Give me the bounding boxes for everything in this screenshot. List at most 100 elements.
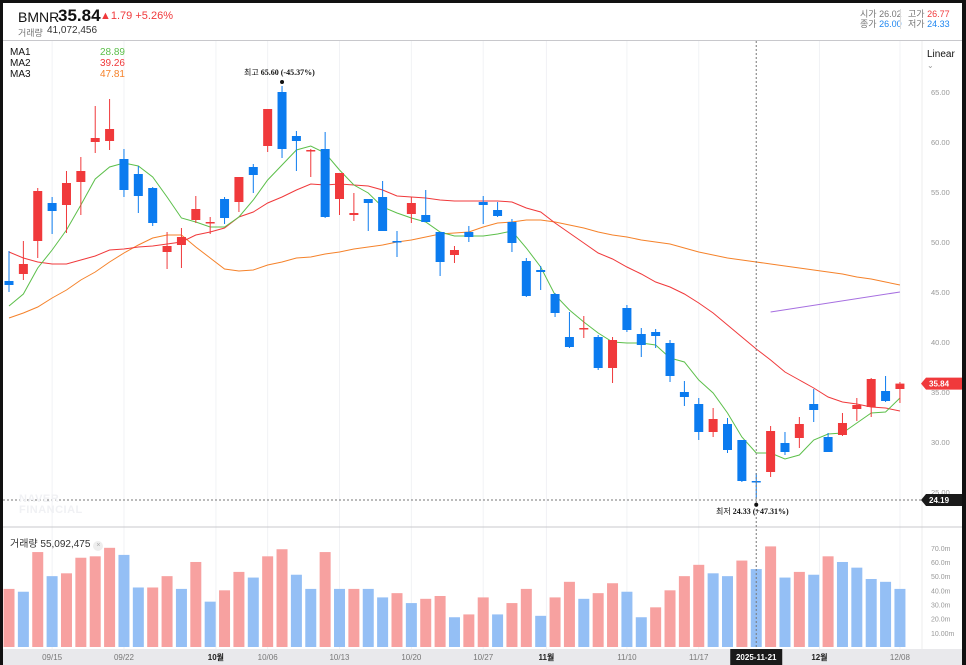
volume-bar — [621, 591, 633, 647]
close-icon[interactable]: × — [93, 541, 104, 551]
volume-bar — [894, 588, 906, 647]
volume-bar — [722, 576, 733, 647]
candle-body — [349, 213, 359, 215]
low-annotation-label: 최저 — [716, 507, 731, 516]
price-volume-chart[interactable]: 65.00 60.00 55.00 50.00 45.00 40.00 35.00 30.00… — [3, 3, 962, 665]
volume-bar — [664, 590, 676, 647]
volume-bar — [420, 598, 432, 647]
candle-body — [148, 188, 158, 223]
volume-bar — [147, 587, 159, 647]
crosshair-price-tag — [921, 494, 962, 506]
volume-bar — [822, 556, 834, 647]
x-axis-label: 12월 — [811, 652, 827, 662]
volume-tick-label: 30.0m — [931, 602, 951, 609]
volume-bar — [880, 581, 892, 647]
volume-bar — [678, 576, 690, 647]
volume-bar — [46, 576, 58, 647]
candle-body — [306, 150, 316, 152]
volume-bar — [578, 598, 590, 647]
volume-bar — [851, 567, 863, 647]
volume-bar — [60, 573, 72, 647]
candle-body — [852, 405, 862, 409]
crosshair-date-label: 2025-11-21 — [736, 653, 777, 662]
volume-bar — [693, 564, 705, 647]
volume-bar — [448, 617, 460, 647]
candle-body — [780, 443, 790, 452]
price-tick-label: 55.00 — [931, 188, 950, 197]
ma-name: MA1 — [10, 47, 31, 58]
candle-body — [737, 440, 747, 481]
volume-bar — [75, 557, 87, 647]
candle-body — [579, 328, 589, 330]
high-annotation-label: 최고 — [244, 68, 259, 77]
volume-bar — [104, 547, 116, 647]
volume-bar — [262, 556, 274, 647]
candle-body — [478, 202, 488, 205]
x-axis-label: 11/17 — [689, 653, 709, 662]
price-tick-label: 25.00 — [931, 488, 950, 497]
volume-bar — [736, 560, 748, 647]
volume-bar — [492, 614, 504, 647]
high-marker — [280, 80, 285, 84]
volume-bar — [750, 569, 762, 647]
crosshair-price-tag-text: 24.19 — [929, 496, 950, 505]
candle-body — [277, 92, 287, 149]
ohlc-left: 시가 26.02 종가 26.00 — [860, 9, 902, 29]
candle-body — [794, 424, 804, 438]
candle-body — [220, 199, 230, 218]
volume-bar — [391, 593, 403, 647]
x-axis-label: 10/27 — [473, 653, 494, 662]
ticker-symbol: BMNR — [18, 9, 60, 25]
x-axis-label: 09/15 — [42, 653, 63, 662]
candle-body — [881, 391, 891, 401]
candle-body — [550, 294, 560, 313]
scale-mode-dropdown[interactable]: Linear ⌄ — [927, 49, 962, 71]
volume-bar — [175, 588, 187, 647]
low-label: 저가 — [908, 19, 925, 29]
volume-tick-label: 20.0m — [931, 617, 951, 624]
candle-body — [823, 437, 833, 452]
current-price-tag — [921, 377, 962, 390]
volume-bar — [348, 588, 360, 647]
candle-body — [61, 183, 71, 205]
candle-body — [679, 392, 689, 397]
candle-body — [608, 340, 618, 368]
high-value: 26.77 — [927, 9, 950, 19]
naver-financial-watermark: NAVER FINANCIAL — [19, 493, 83, 516]
candle-body — [435, 232, 445, 262]
x-axis-label: 10/13 — [329, 653, 350, 662]
price-tick-label: 60.00 — [931, 138, 950, 147]
x-axis-label: 09/22 — [114, 653, 135, 662]
candle-body — [335, 173, 345, 199]
candle-body — [809, 404, 819, 410]
candle-body — [521, 261, 531, 296]
candle-body — [421, 215, 431, 222]
scale-mode-label: Linear — [927, 49, 955, 60]
ma-value: 47.81 — [99, 69, 125, 80]
volume-bar — [334, 588, 346, 647]
volume-value: 41,072,456 — [47, 25, 98, 36]
volume-bar — [247, 577, 259, 647]
price-tick-label: 35.00 — [931, 388, 950, 397]
volume-bar — [3, 588, 15, 647]
volume-label: 거래량 — [18, 28, 43, 38]
x-axis-label: 10월 — [208, 652, 224, 662]
high-annotation-value: 65.60 (-45.37%) — [260, 68, 315, 77]
candle-body — [895, 383, 905, 389]
low-annotation: 최저 24.33 (+47.31%) — [716, 506, 789, 517]
low-annotation-value: 24.33 (+47.31%) — [732, 507, 789, 516]
price-tick-label: 45.00 — [931, 288, 950, 297]
candle-body — [18, 264, 28, 274]
candle-body — [866, 379, 876, 407]
volume-bar — [305, 588, 317, 647]
x-axis-band — [3, 649, 962, 665]
last-price: 35.84 — [58, 6, 101, 25]
candle-body — [564, 337, 574, 347]
candle-body — [766, 431, 776, 472]
volume-bar — [17, 591, 29, 647]
volume-panel-header: 거래량 55,092,475 × — [10, 535, 104, 551]
volume-bar — [563, 581, 575, 647]
candle-body — [665, 343, 675, 376]
volume-bar — [32, 552, 44, 647]
volume-bar — [607, 583, 619, 647]
